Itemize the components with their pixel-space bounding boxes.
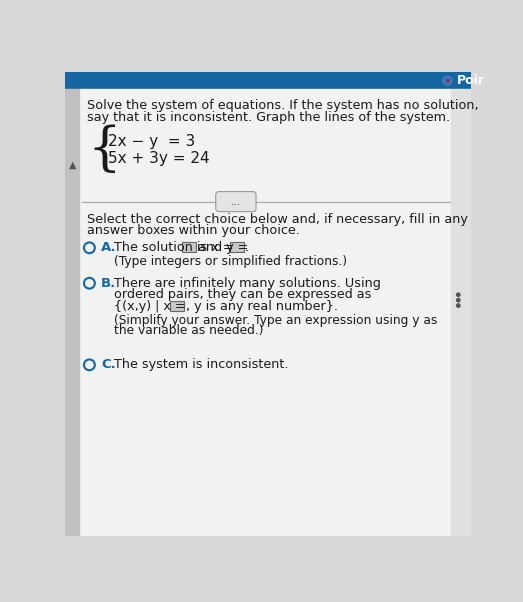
Text: B.: B. bbox=[101, 277, 116, 290]
Text: C.: C. bbox=[101, 358, 116, 371]
Text: and y =: and y = bbox=[198, 241, 248, 254]
Text: Solve the system of equations. If the system has no solution,: Solve the system of equations. If the sy… bbox=[87, 99, 479, 112]
Text: ordered pairs, they can be expressed as: ordered pairs, they can be expressed as bbox=[114, 288, 371, 301]
Text: There are infinitely many solutions. Using: There are infinitely many solutions. Usi… bbox=[114, 277, 381, 290]
Text: ▲: ▲ bbox=[69, 160, 76, 170]
Bar bbox=[183, 243, 196, 252]
Text: Poir: Poir bbox=[457, 74, 485, 87]
Text: {: { bbox=[87, 124, 121, 175]
Bar bbox=[65, 89, 79, 536]
Bar bbox=[170, 301, 184, 311]
Text: The solution is x =: The solution is x = bbox=[114, 241, 234, 254]
Text: {(x,y) | x =: {(x,y) | x = bbox=[114, 300, 186, 313]
Text: .: . bbox=[244, 241, 248, 254]
Text: ...: ... bbox=[231, 197, 241, 206]
Text: the variable as needed.): the variable as needed.) bbox=[114, 324, 264, 337]
Circle shape bbox=[457, 299, 460, 302]
Text: The system is inconsistent.: The system is inconsistent. bbox=[114, 358, 289, 371]
Text: say that it is inconsistent. Graph the lines of the system.: say that it is inconsistent. Graph the l… bbox=[87, 111, 450, 124]
Text: (Type integers or simplified fractions.): (Type integers or simplified fractions.) bbox=[114, 255, 347, 268]
Text: (Simplify your answer. Type an expression using y as: (Simplify your answer. Type an expressio… bbox=[114, 314, 438, 327]
Text: , y is any real number}.: , y is any real number}. bbox=[186, 300, 337, 313]
FancyBboxPatch shape bbox=[215, 191, 256, 212]
Text: 2x − y  = 3: 2x − y = 3 bbox=[108, 134, 195, 149]
Circle shape bbox=[443, 76, 452, 85]
Text: 5x + 3y = 24: 5x + 3y = 24 bbox=[108, 151, 210, 166]
Text: A.: A. bbox=[101, 241, 117, 254]
Text: ×: × bbox=[445, 78, 450, 84]
Circle shape bbox=[457, 293, 460, 296]
Bar bbox=[230, 243, 244, 252]
Text: Select the correct choice below and, if necessary, fill in any: Select the correct choice below and, if … bbox=[87, 213, 468, 226]
Bar bbox=[65, 72, 471, 89]
Text: answer boxes within your choice.: answer boxes within your choice. bbox=[87, 224, 300, 237]
Bar bbox=[451, 89, 471, 536]
Circle shape bbox=[457, 304, 460, 307]
